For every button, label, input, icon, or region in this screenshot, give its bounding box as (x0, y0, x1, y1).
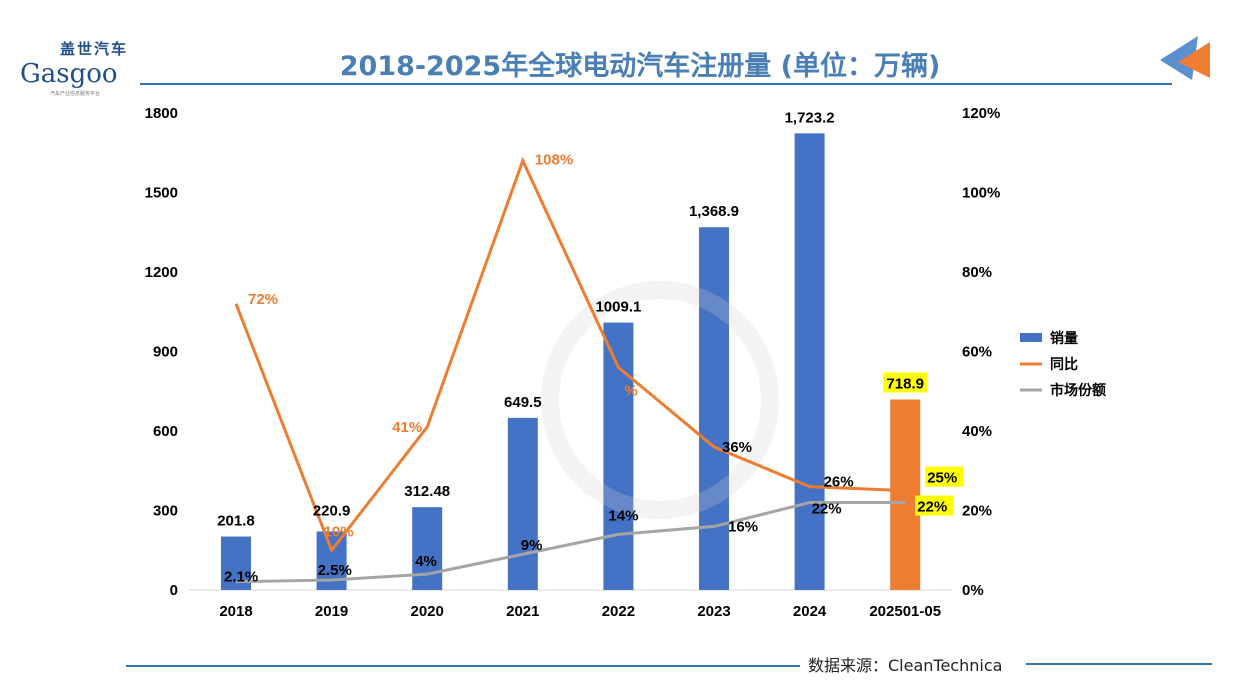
share-label: 9% (521, 537, 543, 554)
logo-sub: 汽车产业信息服务平台 (50, 91, 101, 97)
legend-swatch (1020, 333, 1042, 342)
x-tick: 202501-05 (869, 603, 941, 620)
y-left-tick: 1200 (145, 264, 178, 281)
bar (603, 322, 634, 590)
x-tick: 2022 (602, 603, 635, 620)
y-right-tick: 100% (962, 185, 1000, 202)
bar-label: 1,368.9 (689, 203, 739, 220)
share-label: 14% (608, 507, 638, 524)
share-line (235, 501, 906, 584)
y-left-tick: 1500 (145, 185, 178, 202)
logo-en: Gasgoo (20, 59, 118, 89)
x-tick: 2020 (411, 603, 444, 620)
data-source: 数据来源：CleanTechnica (808, 656, 1003, 675)
bar-label: 312.48 (404, 483, 450, 500)
bar-label: 201.8 (217, 513, 255, 530)
yoy-label: 41% (392, 419, 422, 436)
bar (507, 417, 538, 590)
bar (794, 133, 825, 591)
bar-label: 220.9 (313, 502, 351, 519)
label-highlight (883, 372, 928, 393)
legend-label: 同比 (1050, 356, 1078, 372)
y-right-tick: 80% (962, 264, 992, 281)
yoy-label: 26% (824, 474, 854, 491)
x-tick: 2023 (697, 603, 730, 620)
logo-cn: 盖世汽车 (60, 40, 129, 58)
bar-label: 1009.1 (595, 299, 641, 316)
yoy-label: 36% (722, 439, 752, 456)
y-right-tick: 40% (962, 423, 992, 440)
legend-label: 市场份额 (1050, 382, 1106, 398)
yoy-label: 25% (927, 470, 957, 487)
bar (699, 227, 729, 590)
bar (412, 507, 443, 590)
yoy-line (234, 156, 906, 554)
x-tick: 2018 (219, 603, 252, 620)
y-left-tick: 1800 (145, 105, 178, 122)
y-left-tick: 0 (170, 582, 178, 599)
y-left-tick: 300 (153, 503, 178, 520)
y-right-tick: 0% (962, 582, 984, 599)
bar (890, 399, 921, 590)
bar-label: 718.9 (886, 375, 924, 392)
x-tick: 2024 (793, 603, 827, 620)
watermark (541, 281, 779, 519)
gasgoo-logo: 盖世汽车 Gasgoo 汽车产业信息服务平台 (10, 40, 140, 102)
yoy-label: 10% (324, 523, 354, 540)
label-highlight (915, 495, 954, 516)
page-title: 2018-2025年全球电动汽车注册量 (单位：万辆) (339, 51, 941, 82)
bar-label: 1,723.2 (785, 109, 835, 126)
y-left-tick: 600 (153, 423, 178, 440)
bar-label: 649.5 (504, 394, 542, 411)
arrow-icon (1160, 36, 1198, 80)
yoy-label: % (624, 382, 637, 399)
share-label: 2.5% (318, 562, 352, 579)
y-right-tick: 120% (962, 105, 1000, 122)
share-label: 4% (415, 553, 437, 570)
yoy-label: 108% (535, 152, 573, 169)
y-left-tick: 900 (153, 344, 178, 361)
x-tick: 2019 (315, 603, 348, 620)
share-label: 22% (812, 501, 842, 518)
x-tick: 2021 (506, 603, 539, 620)
share-label: 2.1% (224, 569, 258, 586)
y-right-tick: 60% (962, 344, 992, 361)
y-right-tick: 20% (962, 503, 992, 520)
label-highlight (925, 466, 964, 487)
arrow-accent-icon (1178, 42, 1210, 78)
share-label: 16% (728, 518, 758, 535)
share-label: 22% (917, 499, 947, 516)
yoy-label: 72% (248, 291, 278, 308)
legend-label: 销量 (1050, 330, 1078, 346)
